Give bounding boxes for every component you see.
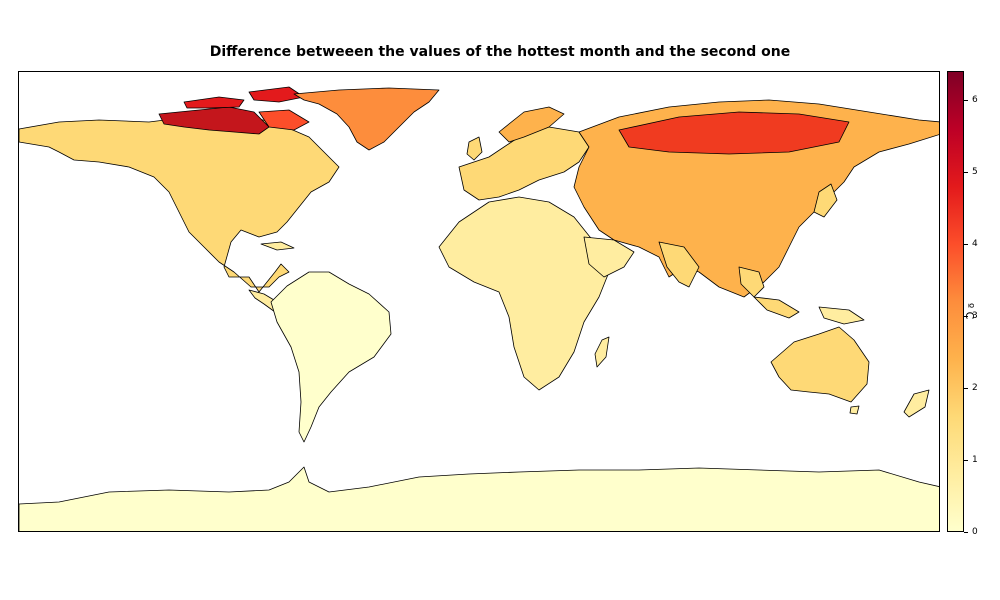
arctic-island-2 bbox=[183, 96, 245, 109]
colorbar-tick bbox=[964, 387, 968, 389]
great-britain bbox=[466, 136, 483, 161]
arctic-island-3 bbox=[248, 86, 305, 103]
antarctica-landmass bbox=[19, 466, 939, 531]
colorbar-tick bbox=[964, 459, 968, 461]
arabian-peninsula bbox=[583, 236, 635, 278]
world-map bbox=[18, 71, 940, 532]
madagascar bbox=[594, 336, 610, 368]
chart-title: Difference betweeen the values of the ho… bbox=[209, 44, 791, 60]
colorbar-tick-label: 4 bbox=[972, 238, 978, 249]
colorbar-tick-label: 1 bbox=[972, 454, 978, 465]
colorbar-tick-label: 5 bbox=[972, 166, 978, 177]
colorbar-tick bbox=[964, 315, 968, 317]
caribbean-island bbox=[260, 241, 295, 251]
colorbar-unit-label: º C bbox=[963, 303, 976, 320]
japan bbox=[813, 183, 838, 218]
colorbar-tick bbox=[964, 171, 968, 173]
colorbar-tick-label: 3 bbox=[972, 310, 978, 321]
siberia-hotspot bbox=[618, 111, 850, 155]
australia-landmass bbox=[770, 326, 870, 403]
north-america-landmass bbox=[19, 113, 340, 293]
colorbar-tick-label: 6 bbox=[972, 94, 978, 105]
new-guinea bbox=[818, 306, 865, 325]
africa-landmass bbox=[438, 196, 610, 391]
scandinavia bbox=[498, 106, 565, 143]
colorbar-tick bbox=[964, 532, 968, 533]
arctic-island-4 bbox=[258, 109, 310, 131]
tasmania bbox=[849, 405, 860, 415]
greenland-landmass bbox=[293, 87, 440, 151]
indian-subcontinent bbox=[658, 241, 700, 288]
south-america-landmass bbox=[270, 271, 392, 443]
map-svg bbox=[19, 86, 939, 531]
indonesia bbox=[753, 296, 800, 319]
colorbar bbox=[947, 71, 964, 532]
colorbar-tick-label: 2 bbox=[972, 382, 978, 393]
colorbar-tick-label: 0 bbox=[972, 527, 978, 537]
southeast-asia bbox=[738, 266, 765, 298]
colorbar-tick bbox=[964, 99, 968, 101]
colorbar-tick bbox=[964, 243, 968, 245]
new-zealand bbox=[903, 389, 930, 418]
